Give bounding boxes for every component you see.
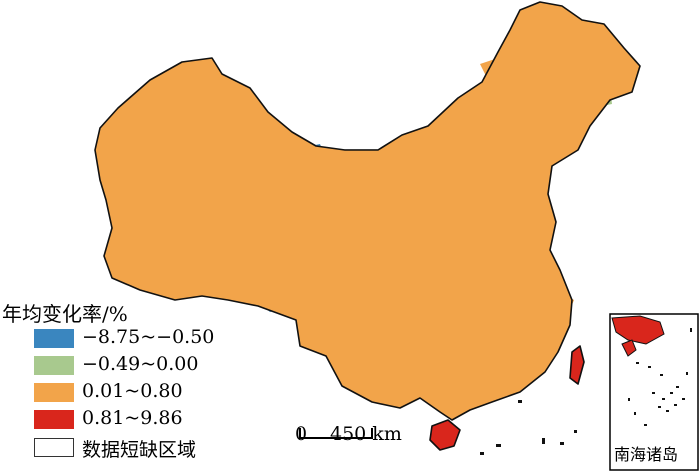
legend-label: 数据短缺区域 [82,439,197,461]
legend-label: 0.01~0.80 [82,380,183,402]
scale-end-label: 450 km [330,423,402,445]
legend-swatch-blue [34,329,74,348]
legend-swatch-orange [34,383,74,402]
legend-label: −8.75~−0.50 [82,326,215,348]
scale-bar [299,428,373,439]
legend-title: 年均变化率/% [2,302,128,326]
island-dots [480,400,577,455]
scale-start-label: 0 [295,423,308,445]
legend-label: 0.81~9.86 [82,407,183,429]
inset-islands [628,328,692,426]
inset-coast [611,315,665,345]
legend-swatch-green [34,356,74,375]
legend-label: −0.49~0.00 [82,353,199,375]
legend-swatch-no-data [34,438,74,457]
inset-hainan [621,339,637,357]
inset-label: 南海诸岛 [614,445,679,464]
legend-swatch-red [34,410,74,429]
